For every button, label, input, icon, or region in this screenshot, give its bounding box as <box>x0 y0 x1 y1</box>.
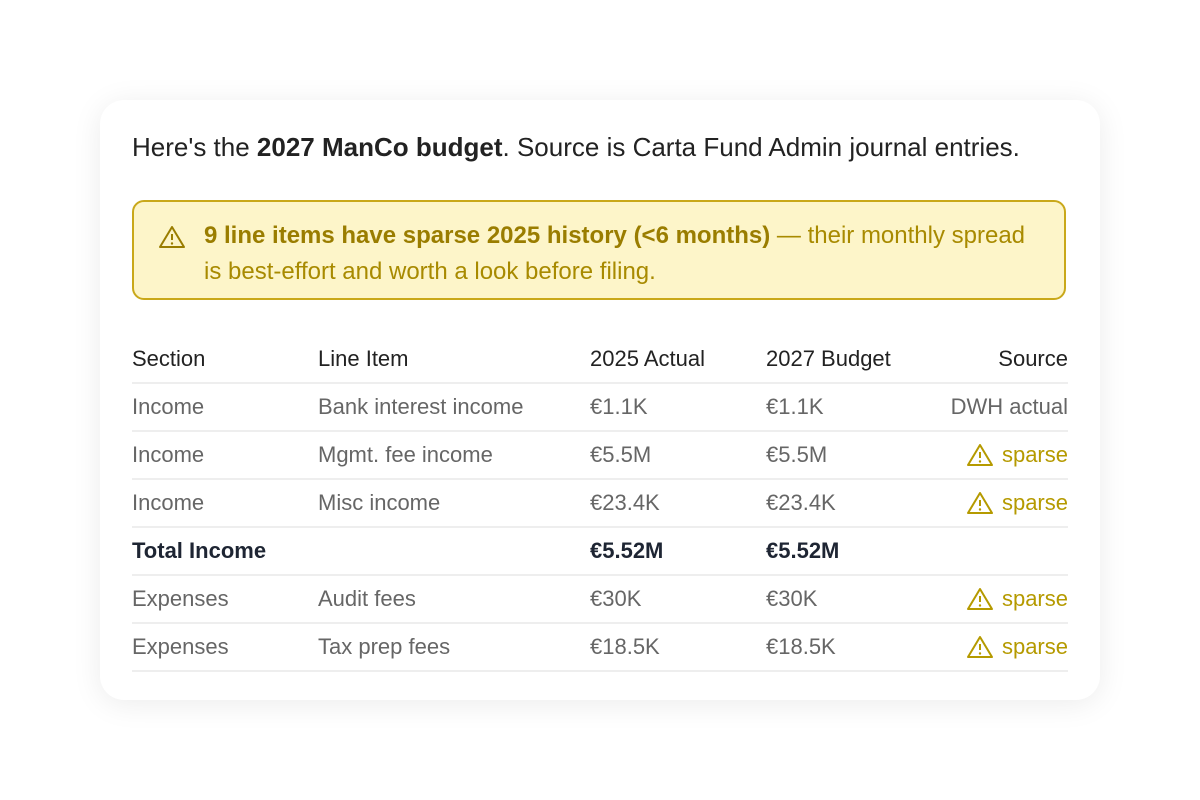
actual-cell: €5.5M <box>590 442 652 467</box>
actual-cell: €23.4K <box>590 490 660 515</box>
line-item-cell: Audit fees <box>318 586 416 611</box>
header-cell: 2027 Budget <box>766 346 891 371</box>
header-cell: Section <box>132 346 206 371</box>
source-cell: sparse <box>966 490 1068 516</box>
table-row: Income Mgmt. fee income €5.5M €5.5M sparse <box>132 430 1068 480</box>
intro-text: Here's the <box>132 132 257 162</box>
source-text: sparse <box>1001 442 1068 467</box>
sparse-icon <box>966 444 993 466</box>
warning-banner: 9 line items have sparse 2025 history (<… <box>132 200 1066 300</box>
section-cell: Income <box>132 394 205 419</box>
section-cell: Expenses <box>132 634 229 659</box>
warning-icon <box>159 226 185 248</box>
section-cell: Income <box>132 442 205 467</box>
line-item-cell: Tax prep fees <box>318 634 451 659</box>
sparse-icon <box>966 636 993 658</box>
actual-cell: €18.5K <box>590 634 660 659</box>
section-cell: Expenses <box>132 586 229 611</box>
source-text: sparse <box>1001 634 1068 659</box>
table-row: Expenses Tax prep fees €18.5K €18.5K sparse <box>132 622 1068 672</box>
warning-bold: 9 line items have sparse 2025 history (<… <box>204 222 771 249</box>
total-row: Total Income €5.52M €5.52M <box>132 526 1068 576</box>
line-item-cell: Bank interest income <box>318 394 524 419</box>
budget-cell: €5.52M <box>766 538 840 563</box>
source-text: sparse <box>1001 586 1068 611</box>
table-row: Expenses Audit fees €30K €30K sparse <box>132 574 1068 624</box>
budget-cell: €1.1K <box>766 394 824 419</box>
warning-detail: — their monthly spread is best-effort an… <box>204 222 1026 285</box>
actual-cell: €5.52M <box>590 538 664 563</box>
header-cell: 2025 Actual <box>590 346 705 371</box>
budget-cell: €23.4K <box>766 490 836 515</box>
source-text: DWH actual <box>950 394 1068 419</box>
budget-cell: €5.5M <box>766 442 828 467</box>
actual-cell: €1.1K <box>590 394 648 419</box>
intro: Here's the 2027 ManCo budget. Source is … <box>132 132 1020 163</box>
actual-cell: €30K <box>590 586 642 611</box>
header-cell: Line Item <box>318 346 409 371</box>
table-row: Income Bank interest income €1.1K €1.1K DWH … <box>132 382 1068 432</box>
header-cell: Source <box>998 346 1068 371</box>
warning-text: 9 line items have sparse 2025 history (<… <box>204 218 1044 290</box>
table-header: Section Line Item 2025 Actual 2027 Budget So… <box>132 334 1068 384</box>
sparse-icon <box>966 492 993 514</box>
message-card: Here's the 2027 ManCo budget. Source is … <box>100 100 1100 700</box>
line-item-cell: Mgmt. fee income <box>318 442 493 467</box>
source-cell: sparse <box>966 634 1068 660</box>
sparse-icon <box>966 588 993 610</box>
source-cell: DWH actual <box>951 394 1068 420</box>
source-cell: sparse <box>966 586 1068 612</box>
intro-bold: 2027 ManCo budget <box>256 132 503 162</box>
budget-cell: €18.5K <box>766 634 836 659</box>
source-cell: sparse <box>966 442 1068 468</box>
intro-text: . Source is Carta Fund Admin journal ent… <box>502 132 1020 162</box>
source-text: sparse <box>1001 490 1068 515</box>
table-row: Income Misc income €23.4K €23.4K sparse <box>132 478 1068 528</box>
section-cell: Total Income <box>132 538 267 563</box>
line-item-cell: Misc income <box>318 490 441 515</box>
section-cell: Income <box>132 490 205 515</box>
budget-cell: €30K <box>766 586 818 611</box>
